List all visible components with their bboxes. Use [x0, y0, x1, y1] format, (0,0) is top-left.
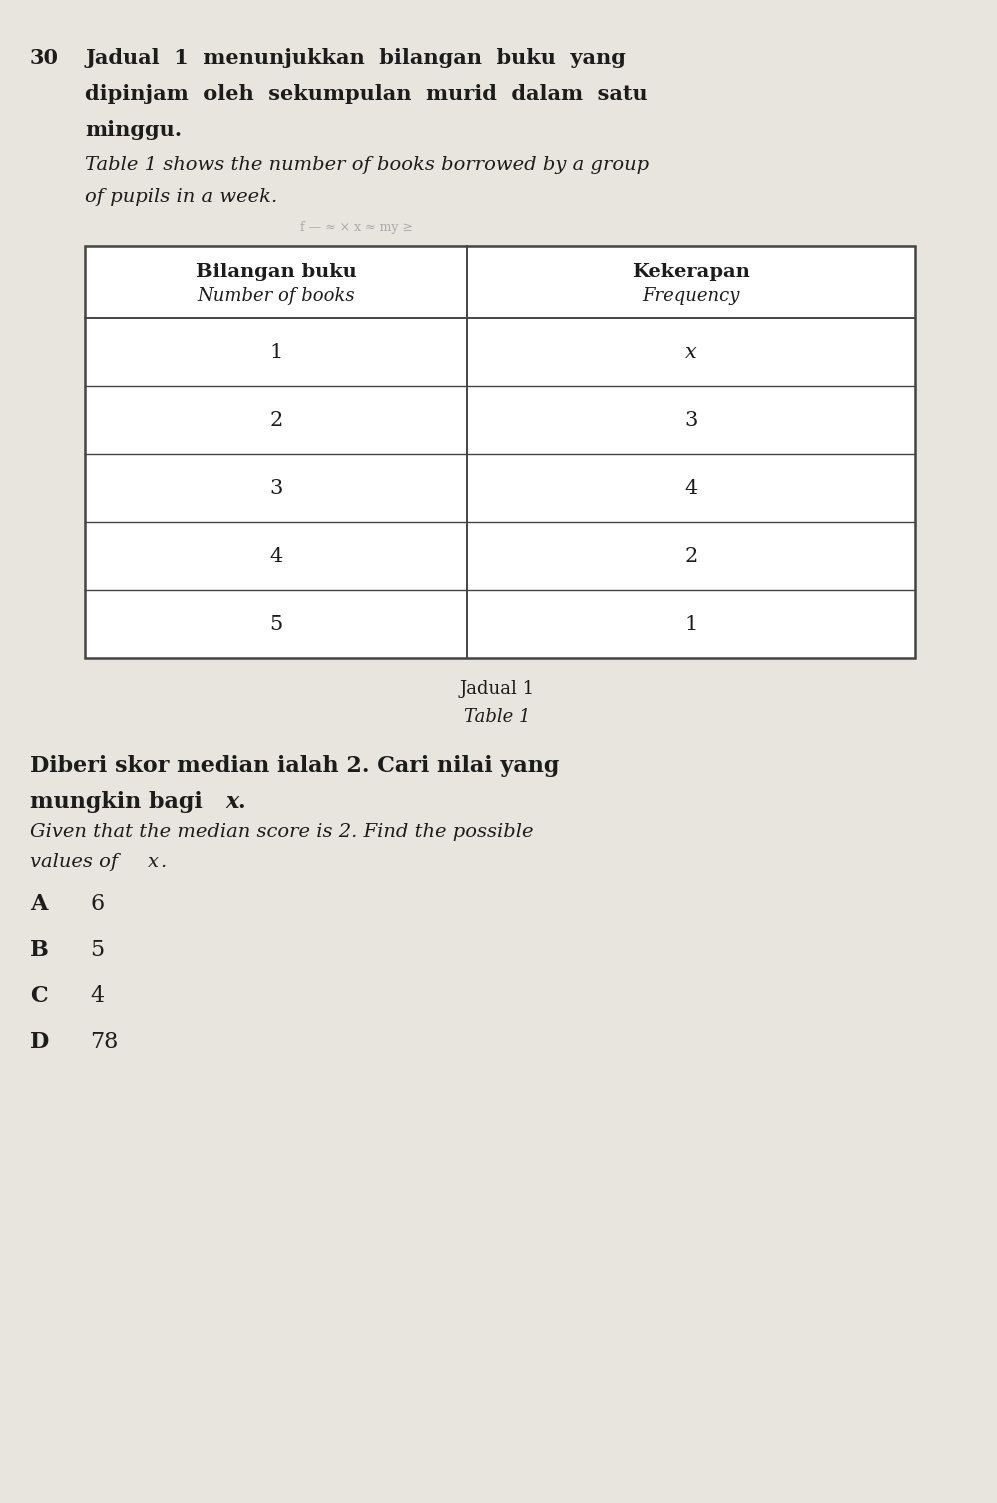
Text: 3: 3: [684, 410, 698, 430]
Text: mungkin bagi: mungkin bagi: [30, 791, 210, 813]
Text: 2: 2: [269, 410, 282, 430]
Text: 4: 4: [684, 478, 698, 497]
Text: 4: 4: [269, 547, 282, 565]
Text: x: x: [685, 343, 697, 362]
Text: Table 1: Table 1: [464, 708, 530, 726]
Text: 30: 30: [30, 48, 59, 68]
Text: .: .: [160, 854, 166, 872]
Text: Jadual  1  menunjukkan  bilangan  buku  yang: Jadual 1 menunjukkan bilangan buku yang: [85, 48, 626, 68]
Text: 2: 2: [684, 547, 698, 565]
Text: Diberi skor median ialah 2. Cari nilai yang: Diberi skor median ialah 2. Cari nilai y…: [30, 755, 559, 777]
Text: dipinjam  oleh  sekumpulan  murid  dalam  satu: dipinjam oleh sekumpulan murid dalam sat…: [85, 84, 648, 104]
Text: 6: 6: [90, 893, 104, 915]
Text: 78: 78: [90, 1031, 119, 1054]
Bar: [85, 246, 915, 658]
Text: x: x: [225, 791, 238, 813]
Text: 5: 5: [90, 939, 104, 960]
Text: 3: 3: [269, 478, 282, 497]
Text: Jadual 1: Jadual 1: [460, 679, 534, 697]
Text: Number of books: Number of books: [197, 287, 355, 305]
Text: Table 1 shows the number of books borrowed by a group: Table 1 shows the number of books borrow…: [85, 156, 649, 174]
Text: of pupils in a week.: of pupils in a week.: [85, 188, 277, 206]
Text: Frequency: Frequency: [642, 287, 740, 305]
Text: values of: values of: [30, 854, 125, 872]
Text: x: x: [148, 854, 159, 872]
Text: A: A: [30, 893, 48, 915]
Text: D: D: [30, 1031, 49, 1054]
Text: C: C: [30, 984, 48, 1007]
Text: f — ≈ × x ≈ my ≥: f — ≈ × x ≈ my ≥: [300, 221, 413, 234]
Text: .: .: [237, 791, 244, 813]
Text: 5: 5: [269, 615, 282, 633]
Text: Given that the median score is 2. Find the possible: Given that the median score is 2. Find t…: [30, 824, 533, 842]
Text: 4: 4: [90, 984, 104, 1007]
Text: 1: 1: [684, 615, 698, 633]
Text: Kekerapan: Kekerapan: [632, 263, 750, 281]
Text: B: B: [30, 939, 49, 960]
Text: minggu.: minggu.: [85, 120, 182, 140]
Text: 1: 1: [269, 343, 282, 362]
Text: Bilangan buku: Bilangan buku: [195, 263, 356, 281]
